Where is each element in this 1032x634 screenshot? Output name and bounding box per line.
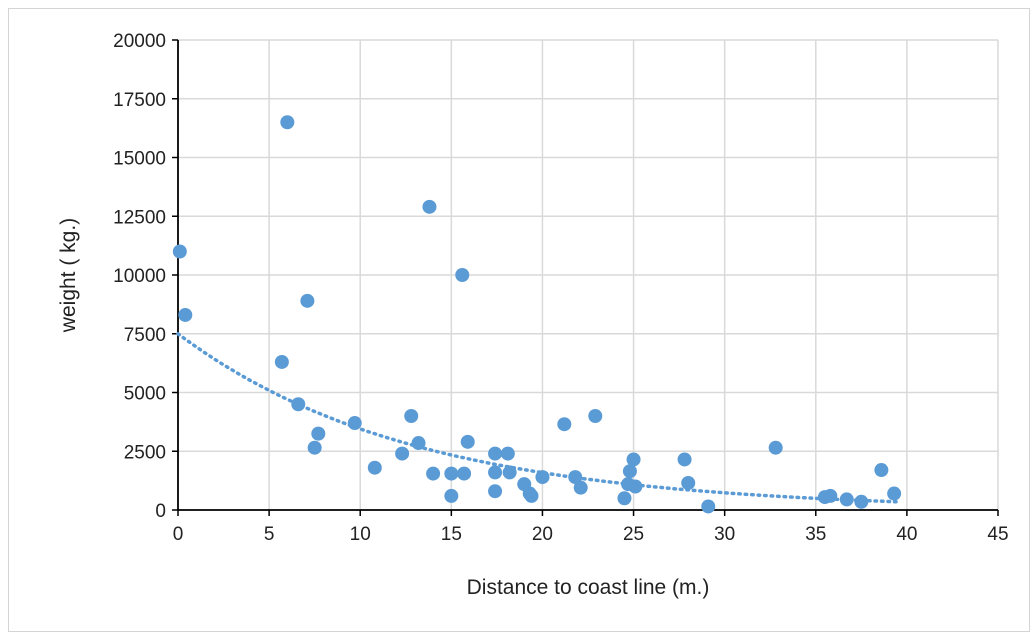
x-tick-label: 10 (350, 524, 371, 545)
data-point (488, 484, 503, 499)
data-point (422, 199, 437, 214)
data-point (300, 293, 315, 308)
data-point (347, 416, 362, 431)
x-tick-label: 40 (896, 524, 917, 545)
chart-frame: 0 5 10 15 20 25 30 35 40 45 0 2500 5000 7500 10000 125… (8, 8, 1030, 632)
x-tick-label: 20 (532, 524, 553, 545)
y-tick-label: 2500 (124, 442, 166, 463)
y-tick-label: 15000 (113, 149, 166, 170)
data-point (367, 460, 382, 475)
data-point (617, 491, 632, 506)
y-tick-label: 20000 (113, 31, 166, 52)
x-tick-labels: 0 5 10 15 20 25 30 35 40 45 (173, 524, 1009, 545)
data-point (411, 436, 426, 451)
data-point (628, 479, 643, 494)
y-tick-label: 5000 (124, 384, 166, 405)
data-point (854, 494, 869, 509)
x-tick-label: 30 (714, 524, 735, 545)
data-point (444, 466, 459, 481)
scatter-chart: 0 5 10 15 20 25 30 35 40 45 0 2500 5000 7500 10000 125… (57, 31, 1009, 599)
x-tick-label: 35 (805, 524, 826, 545)
data-point (768, 440, 783, 455)
data-point (573, 480, 588, 495)
gridlines (178, 39, 999, 510)
y-axis-title: weight ( kg.) (57, 218, 80, 333)
data-point (455, 268, 470, 282)
data-point (291, 397, 306, 412)
data-point (274, 354, 289, 369)
y-tick-label: 12500 (113, 207, 166, 228)
y-tick-label: 17500 (113, 90, 166, 111)
data-point (488, 446, 503, 461)
data-point (444, 488, 459, 503)
data-point (311, 426, 326, 441)
data-point (823, 488, 838, 503)
x-tick-label: 5 (264, 524, 275, 545)
data-point (178, 307, 193, 322)
data-point (395, 446, 410, 461)
data-point (457, 466, 472, 481)
data-point (701, 499, 716, 514)
x-tick-label: 15 (441, 524, 462, 545)
data-point (500, 446, 515, 461)
y-tick-label: 0 (155, 501, 166, 522)
data-point (887, 486, 902, 501)
y-tick-label: 7500 (124, 325, 166, 346)
y-tick-labels: 0 2500 5000 7500 10000 12500 15000 17500 20000 (113, 31, 166, 522)
data-point (626, 452, 641, 467)
data-point (172, 244, 187, 259)
data-point (307, 440, 322, 455)
data-point (681, 475, 696, 490)
x-tick-label: 45 (987, 524, 1008, 545)
y-tick-label: 10000 (113, 266, 166, 287)
data-point (488, 465, 503, 480)
data-point (524, 488, 539, 503)
data-point (460, 434, 475, 449)
data-point (588, 409, 603, 423)
data-point (426, 466, 441, 481)
data-point (677, 452, 692, 467)
x-tick-label: 0 (173, 524, 184, 545)
data-points (172, 115, 902, 514)
data-point (874, 463, 889, 478)
data-point (568, 470, 583, 485)
x-axis-title: Distance to coast line (m.) (467, 576, 710, 599)
x-tick-label: 25 (623, 524, 644, 545)
data-point (535, 470, 550, 485)
data-point (404, 409, 419, 423)
data-point (622, 464, 637, 479)
data-point (502, 465, 517, 480)
data-point (280, 115, 295, 130)
data-point (839, 492, 854, 507)
axes (172, 39, 999, 516)
data-point (557, 417, 572, 432)
